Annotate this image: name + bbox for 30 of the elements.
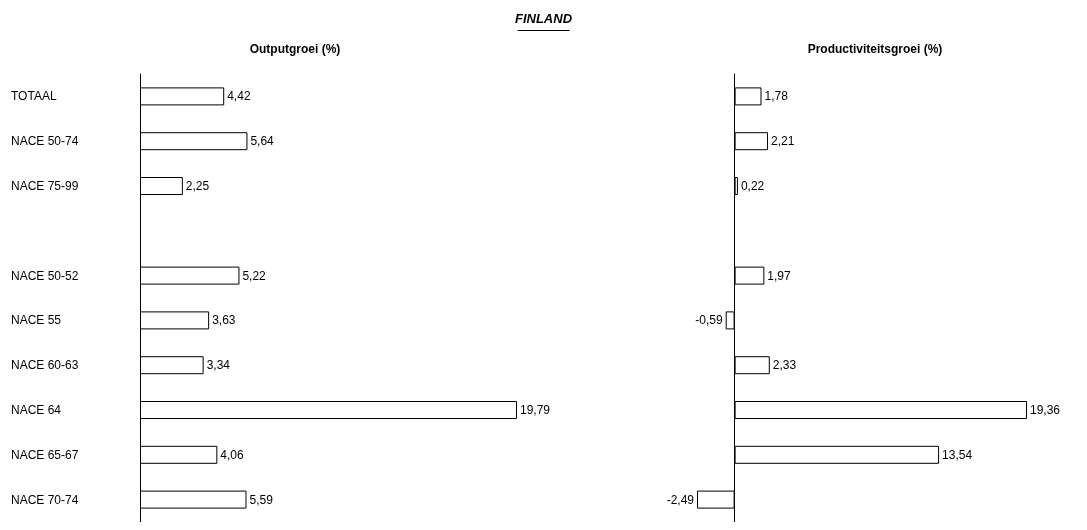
y-tick-label: NACE 60-63 (11, 358, 79, 373)
data-label: 4,06 (220, 447, 245, 462)
data-label: -2,49 (666, 492, 695, 507)
y-tick-label: NACE 64 (11, 403, 62, 417)
chart-title: Productiviteitsgroei (%) (807, 42, 943, 56)
data-label: 2,21 (770, 134, 795, 149)
y-tick-label: NACE 55 (11, 313, 62, 328)
y-tick-label: TOTAAL (11, 89, 57, 104)
data-label: 5,64 (250, 134, 275, 149)
data-label: 19,79 (520, 403, 551, 417)
data-label: 3,34 (206, 358, 231, 373)
data-label: 5,22 (242, 268, 267, 283)
y-tick-label: NACE 75-99 (11, 179, 79, 193)
data-label: 13,54 (942, 447, 973, 462)
y-tick-label: NACE 50-52 (11, 268, 79, 283)
data-label: 19,36 (1030, 403, 1061, 417)
data-label: 4,42 (227, 89, 251, 104)
data-label: -0,59 (695, 313, 724, 328)
chart-title: Outputgroei (%) (249, 42, 341, 56)
y-tick-label: NACE 65-67 (11, 447, 79, 462)
data-label: 2,33 (772, 358, 797, 373)
data-label: 2,25 (185, 179, 210, 193)
data-label: 5,59 (249, 492, 274, 507)
data-label: 1,78 (764, 89, 789, 104)
y-tick-label: NACE 50-74 (11, 134, 79, 149)
y-tick-label: NACE 70-74 (11, 492, 79, 507)
data-label: 3,63 (212, 313, 236, 328)
data-label: 1,97 (767, 268, 792, 283)
data-label: 0,22 (740, 179, 765, 193)
text: FINLAND (514, 11, 573, 26)
